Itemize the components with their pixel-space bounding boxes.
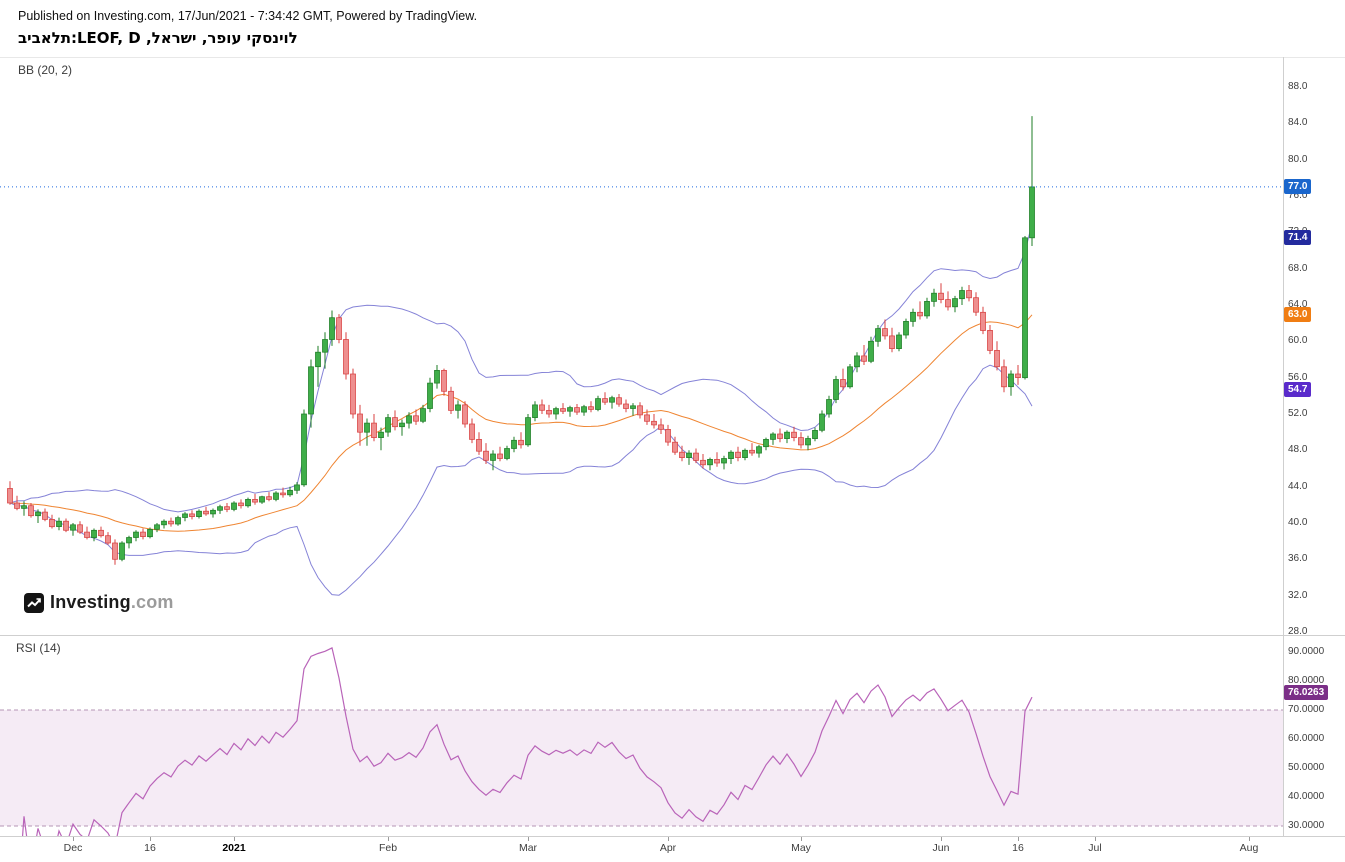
bb-upper-badge: 71.4 — [1284, 230, 1312, 246]
time-axis-label: 2021 — [222, 842, 246, 854]
time-axis-tick — [73, 837, 74, 841]
price-axis-tick: 40.0 — [1288, 517, 1308, 528]
rsi-axis-tick: 30.0000 — [1288, 819, 1325, 831]
price-axis-tick: 80.0 — [1288, 153, 1308, 165]
price-axis-tick: 60.0 — [1288, 335, 1308, 347]
bb-lower-badge: 54.7 — [1284, 381, 1312, 397]
time-axis-tick — [801, 837, 802, 841]
rsi-axis-tick: 70.0000 — [1288, 703, 1325, 715]
time-axis-label: Aug — [1239, 842, 1259, 854]
price-axis-tick: 68.0 — [1288, 262, 1308, 274]
investing-logo-suffix: .com — [130, 592, 174, 612]
time-axis-label: Mar — [518, 842, 538, 854]
time-axis-tick — [150, 837, 151, 841]
price-axis-border — [1283, 57, 1284, 836]
price-axis-tick: 44.0 — [1288, 480, 1308, 492]
instrument-title: תלאביב:LEOF, D ,לוינסקי עופר, ישראל — [18, 29, 298, 47]
time-axis-label: Dec — [63, 842, 83, 854]
time-axis-tick — [388, 837, 389, 841]
price-pane[interactable] — [0, 57, 1283, 634]
investing-logo-icon — [24, 592, 44, 613]
investing-logo-text: Investing.com — [50, 592, 174, 613]
pane-top-border — [0, 57, 1345, 58]
price-axis-tick: 56.0 — [1288, 371, 1308, 383]
price-axis-tick: 52.0 — [1288, 408, 1308, 419]
rsi-indicator-label: RSI (14) — [16, 641, 61, 655]
price-axis-tick: 48.0 — [1288, 444, 1308, 456]
rsi-axis-tick: 40.0000 — [1288, 790, 1325, 802]
rsi-value-badge: 76.0263 — [1284, 685, 1329, 701]
price-axis-tick: 32.0 — [1288, 589, 1308, 601]
time-axis-tick — [668, 837, 669, 841]
rsi-axis-tick: 60.0000 — [1288, 732, 1325, 744]
time-axis-tick — [234, 837, 235, 841]
price-axis-tick: 28.0 — [1288, 626, 1308, 637]
rsi-axis-tick: 80.0000 — [1288, 674, 1325, 686]
rsi-pane[interactable] — [0, 637, 1283, 836]
price-axis-tick: 64.0 — [1288, 299, 1308, 310]
time-axis-tick — [528, 837, 529, 841]
price-axis-tick: 88.0 — [1288, 81, 1308, 92]
rsi-axis-tick: 90.0000 — [1288, 645, 1325, 657]
time-axis-border — [0, 836, 1345, 837]
time-axis-label: Jul — [1088, 842, 1102, 854]
rsi-axis-tick: 50.0000 — [1288, 761, 1325, 773]
price-axis-tick: 76.0 — [1288, 190, 1308, 201]
time-axis-tick — [1018, 837, 1019, 841]
bb-indicator-label: BB (20, 2) — [18, 63, 73, 77]
time-axis-tick — [941, 837, 942, 841]
time-axis-label: 16 — [144, 842, 156, 854]
time-axis-label: Feb — [378, 842, 398, 854]
bb-middle-badge: 63.0 — [1284, 306, 1312, 322]
time-axis-label: Apr — [659, 842, 677, 854]
pane-separator — [0, 635, 1345, 636]
time-axis-label: May — [791, 842, 811, 854]
published-line: Published on Investing.com, 17/Jun/2021 … — [18, 9, 478, 23]
price-axis-tick: 36.0 — [1288, 553, 1308, 565]
time-axis-label: Jun — [932, 842, 950, 854]
price-axis-tick: 84.0 — [1288, 117, 1308, 129]
time-axis-label: 16 — [1012, 842, 1024, 854]
investing-logo-word: Investing — [50, 592, 131, 612]
time-axis-tick — [1249, 837, 1250, 841]
last-price-badge: 77.0 — [1284, 179, 1312, 195]
time-axis-tick — [1095, 837, 1096, 841]
investing-logo: Investing.com — [24, 592, 174, 613]
